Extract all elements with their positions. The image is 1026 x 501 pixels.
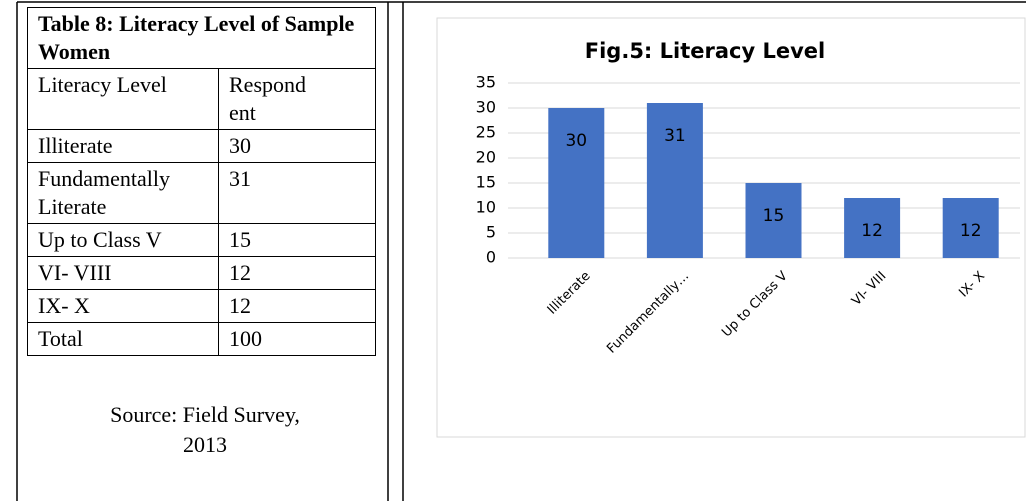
chart-title: Fig.5: Literacy Level bbox=[585, 39, 825, 63]
table-cell: 12 bbox=[218, 256, 376, 290]
table-row: Total 100 bbox=[27, 322, 376, 356]
header-cell: Respondent bbox=[218, 68, 376, 130]
y-tick-label: 35 bbox=[476, 73, 496, 92]
header-text: Respondent bbox=[229, 72, 306, 125]
x-tick-label: VI- VIII bbox=[849, 269, 889, 309]
data-label: 30 bbox=[565, 131, 587, 151]
data-label: 15 bbox=[763, 206, 785, 226]
table-cell: Up to Class V bbox=[27, 223, 219, 257]
table-cell: 30 bbox=[218, 129, 376, 163]
table-cell: Fundamentally Literate bbox=[27, 162, 219, 224]
y-tick-label: 0 bbox=[486, 248, 496, 267]
x-tick-label: Fundamentally… bbox=[604, 269, 692, 357]
table-cell: Illiterate bbox=[27, 129, 219, 163]
table-row: Fundamentally Literate 31 bbox=[27, 162, 376, 224]
y-tick-label: 15 bbox=[476, 173, 496, 192]
table-title: Table 8: Literacy Level of Sample Women bbox=[27, 7, 376, 69]
source-note: Source: Field Survey, 2013 bbox=[110, 402, 300, 457]
data-label: 31 bbox=[664, 126, 686, 146]
y-tick-label: 30 bbox=[476, 98, 496, 117]
table-row: IX- X 12 bbox=[27, 289, 376, 323]
x-tick-label: Illiterate bbox=[545, 269, 594, 318]
table-row: Illiterate 30 bbox=[27, 129, 376, 163]
x-tick-label: IX- X bbox=[956, 269, 988, 301]
bar bbox=[745, 183, 802, 258]
table-row: Up to Class V 15 bbox=[27, 223, 376, 257]
table-cell: 31 bbox=[218, 162, 376, 224]
x-tick-label: Up to Class V bbox=[719, 269, 791, 341]
bar bbox=[942, 198, 999, 258]
table-cell: Total bbox=[27, 322, 219, 356]
table-cell: 15 bbox=[218, 223, 376, 257]
data-label: 12 bbox=[861, 221, 883, 241]
y-tick-label: 10 bbox=[476, 198, 496, 217]
bar bbox=[844, 198, 901, 258]
y-tick-label: 25 bbox=[476, 123, 496, 142]
table-cell: 100 bbox=[218, 322, 376, 356]
y-tick-label: 5 bbox=[486, 223, 496, 242]
table-cell: VI- VIII bbox=[27, 256, 219, 290]
table-cell: 12 bbox=[218, 289, 376, 323]
table-cell: IX- X bbox=[27, 289, 219, 323]
data-label: 12 bbox=[960, 221, 982, 241]
bar bbox=[548, 108, 605, 258]
header-cell: Literacy Level bbox=[27, 68, 219, 130]
table-row: VI- VIII 12 bbox=[27, 256, 376, 290]
chart-area bbox=[436, 17, 1026, 438]
y-tick-label: 20 bbox=[476, 148, 496, 167]
bar bbox=[646, 103, 703, 258]
data-table: Table 8: Literacy Level of Sample Women … bbox=[27, 7, 376, 356]
